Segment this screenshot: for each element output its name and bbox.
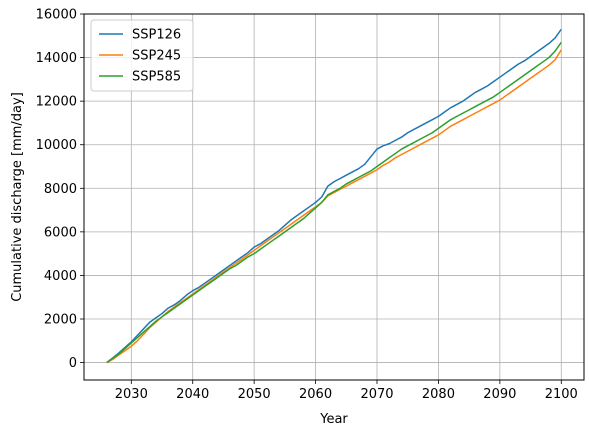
y-tick-label: 8000	[44, 182, 77, 197]
x-tick-label: 2100	[545, 387, 578, 402]
legend-box	[90, 19, 194, 92]
x-axis: 2030 2040 2050 2060 2070 2080 2090 2100	[115, 380, 578, 402]
y-tick-label: 6000	[44, 225, 77, 240]
x-tick-label: 2090	[483, 387, 516, 402]
series-line-ssp126	[106, 28, 562, 364]
legend-label-ssp126: SSP126	[132, 28, 181, 43]
y-axis: 0 2000 4000 6000 8000 10000 12000 14000 16000	[36, 8, 84, 371]
series-line-ssp585	[106, 41, 562, 364]
y-tick-label: 4000	[44, 269, 77, 284]
grid-lines	[84, 13, 584, 380]
x-tick-label: 2040	[176, 387, 209, 402]
plot-frame	[83, 13, 585, 381]
series-line-ssp245	[106, 49, 562, 364]
legend: SSP126 SSP245 SSP585	[90, 19, 194, 92]
y-tick-label: 2000	[44, 313, 77, 328]
x-tick-label: 2080	[422, 387, 455, 402]
y-tick-label: 10000	[36, 138, 77, 153]
legend-label-ssp585: SSP585	[132, 70, 181, 85]
y-tick-label: 16000	[36, 8, 77, 23]
y-tick-label: 14000	[36, 51, 77, 66]
x-axis-label: Year	[319, 412, 348, 427]
y-axis-label: Cumulative discharge [mm/day]	[10, 92, 25, 302]
x-tick-label: 2030	[115, 387, 148, 402]
series-layer	[106, 28, 562, 364]
x-tick-label: 2050	[238, 387, 271, 402]
x-tick-label: 2070	[360, 387, 393, 402]
y-tick-label: 0	[69, 356, 77, 371]
legend-label-ssp245: SSP245	[132, 49, 181, 64]
y-tick-label: 12000	[36, 95, 77, 110]
x-tick-label: 2060	[299, 387, 332, 402]
